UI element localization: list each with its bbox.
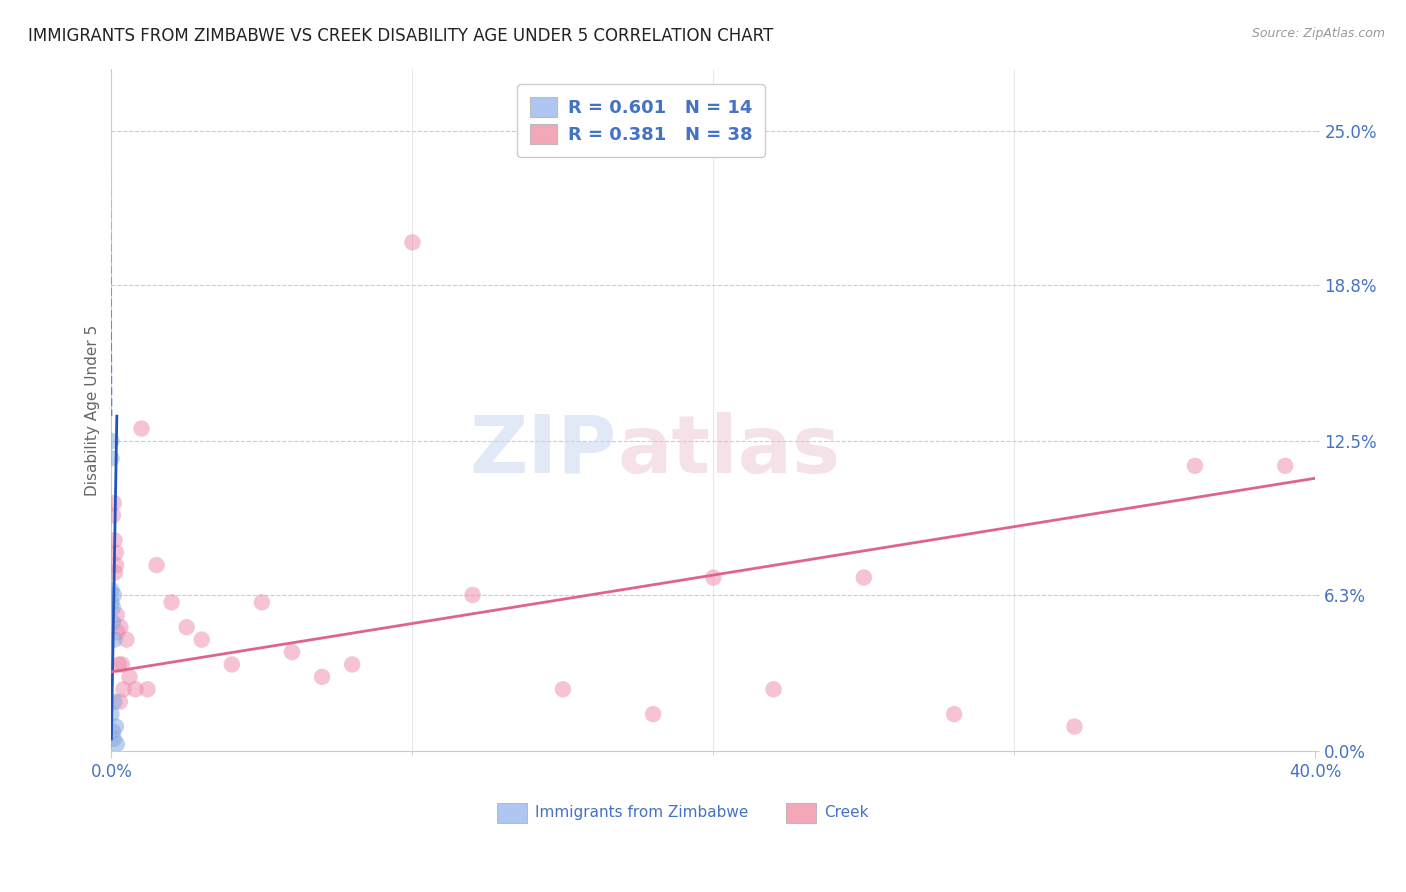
Point xyxy=(103,731,125,746)
Text: Immigrants from Zimbabwe: Immigrants from Zimbabwe xyxy=(536,805,748,821)
Point xyxy=(103,533,125,548)
Point xyxy=(100,434,122,448)
Text: Creek: Creek xyxy=(824,805,869,821)
Point xyxy=(115,632,138,647)
Y-axis label: Disability Age Under 5: Disability Age Under 5 xyxy=(86,325,100,496)
Text: atlas: atlas xyxy=(617,412,841,490)
Point xyxy=(104,719,127,733)
Point xyxy=(943,707,966,722)
Point xyxy=(340,657,363,672)
Text: ZIP: ZIP xyxy=(470,412,617,490)
FancyBboxPatch shape xyxy=(786,803,815,823)
Point xyxy=(103,496,125,510)
Legend: R = 0.601   N = 14, R = 0.381   N = 38: R = 0.601 N = 14, R = 0.381 N = 38 xyxy=(517,85,765,157)
Point xyxy=(136,682,159,697)
Point xyxy=(1184,458,1206,473)
Point xyxy=(111,657,134,672)
FancyBboxPatch shape xyxy=(496,803,527,823)
Point xyxy=(110,620,132,634)
Point xyxy=(100,451,122,466)
Point xyxy=(101,724,124,739)
Point xyxy=(101,615,124,630)
Point xyxy=(281,645,304,659)
Point xyxy=(401,235,423,250)
Point xyxy=(103,632,125,647)
Point xyxy=(107,625,129,640)
Point xyxy=(100,582,122,597)
Point xyxy=(221,657,243,672)
Point xyxy=(145,558,167,573)
Text: Source: ZipAtlas.com: Source: ZipAtlas.com xyxy=(1251,27,1385,40)
Point xyxy=(311,670,333,684)
Point xyxy=(852,570,875,584)
Point xyxy=(118,670,141,684)
Point xyxy=(101,600,124,615)
Point xyxy=(104,566,127,580)
Point xyxy=(104,546,127,560)
Point xyxy=(100,707,122,722)
Point xyxy=(105,607,128,622)
Point xyxy=(461,588,484,602)
Point xyxy=(101,508,124,523)
Text: IMMIGRANTS FROM ZIMBABWE VS CREEK DISABILITY AGE UNDER 5 CORRELATION CHART: IMMIGRANTS FROM ZIMBABWE VS CREEK DISABI… xyxy=(28,27,773,45)
Point xyxy=(112,682,135,697)
Point xyxy=(108,657,131,672)
Point xyxy=(190,632,212,647)
Point xyxy=(762,682,785,697)
Point xyxy=(1274,458,1296,473)
Point xyxy=(160,595,183,609)
Point xyxy=(176,620,198,634)
Point xyxy=(108,695,131,709)
Point xyxy=(104,558,127,573)
Point xyxy=(250,595,273,609)
Point xyxy=(103,695,125,709)
Point xyxy=(124,682,146,697)
Point xyxy=(103,588,125,602)
Point xyxy=(643,707,665,722)
Point xyxy=(1063,719,1085,733)
Point xyxy=(702,570,724,584)
Point xyxy=(131,421,153,435)
Point xyxy=(105,737,128,751)
Point xyxy=(551,682,574,697)
Point xyxy=(100,595,122,609)
